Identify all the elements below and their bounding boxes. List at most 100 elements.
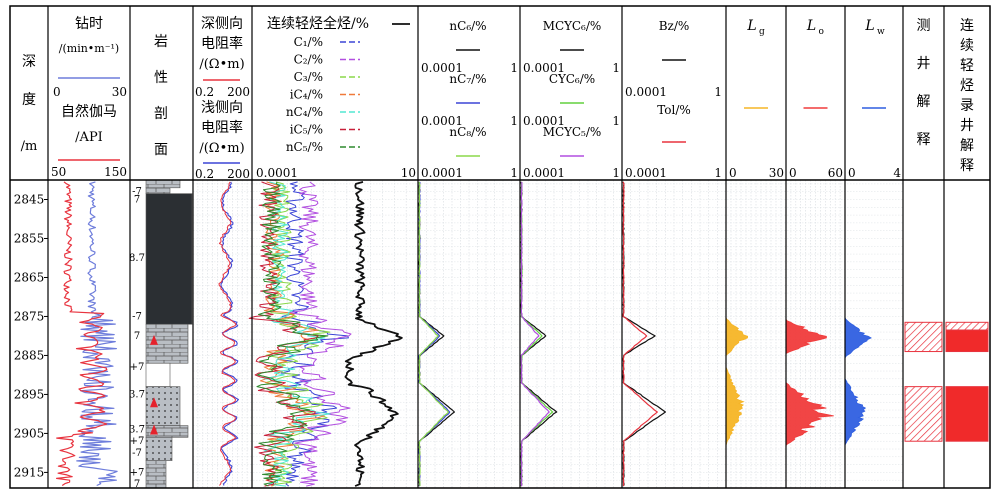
drill-rate-max: 30	[112, 85, 127, 99]
lh-interp-zone	[945, 321, 989, 331]
hc-series-curve	[277, 181, 349, 487]
hc-series-curve	[265, 181, 331, 487]
deep-res-title-2: 电阻率	[201, 35, 243, 52]
hc-min: 0.0001	[256, 166, 298, 180]
hydrocarbon-title: 连续轻烃全烃/%	[267, 15, 369, 32]
deep-res-max: 200	[227, 85, 250, 99]
nc-curve	[418, 181, 455, 487]
chart-frame	[9, 5, 991, 489]
depth-tick-label: 2885	[14, 348, 45, 362]
mcyc-curve	[520, 181, 558, 487]
hc-max: 10	[401, 166, 416, 180]
well-interp-title-char: 井	[917, 56, 931, 72]
gamma-unit: /API	[75, 130, 103, 145]
log-curves	[55, 179, 989, 489]
shallow-res-max: 200	[227, 167, 250, 181]
lith-label: +7	[130, 467, 145, 478]
well-interp-zone	[904, 386, 943, 442]
lh-interp-title-char: 连	[960, 18, 974, 34]
deep-res-min: 0.2	[195, 85, 214, 99]
lith-label: 7	[134, 194, 140, 205]
lithology-bed	[145, 460, 167, 489]
hc-legend-label: nC₅/%	[286, 140, 323, 154]
nc-min-axis: 0.0001	[421, 166, 463, 180]
outer-border	[9, 5, 991, 489]
lh-interp-title-char: 井	[960, 118, 974, 134]
lith-label: -7	[132, 187, 142, 198]
shallow-res-title-1: 浅侧向	[201, 100, 243, 116]
hc-series-curve	[256, 181, 329, 487]
oil-show-marker	[150, 424, 158, 435]
lh-interp-title-char: 轻	[960, 58, 974, 74]
hc-legend-label: C₂/%	[294, 53, 323, 67]
l-lo-title: L	[806, 18, 816, 34]
mcyc-max: 1	[612, 61, 620, 75]
nc-max: 1	[510, 114, 518, 128]
depth-tick-label: 2855	[14, 231, 45, 245]
mcyc-label: MCYC₆/%	[543, 19, 602, 33]
lith-title-3: 剖	[154, 106, 168, 122]
deep-res-title-3: /(Ω•m)	[199, 57, 244, 72]
depth-tick-label: 2875	[14, 309, 45, 323]
bz-curve	[622, 181, 658, 487]
tol-label: Tol/%	[657, 103, 691, 117]
hc-legend-label: iC₅/%	[290, 123, 323, 137]
shallow-res-title-3: /(Ω•m)	[199, 141, 244, 156]
lith-label: 3.7	[129, 425, 145, 436]
bz-min: 0.0001	[625, 85, 667, 99]
depth-tick-label: 2895	[14, 387, 45, 401]
l-lg-fill	[725, 181, 749, 487]
mcyc-min: 0.0001	[523, 61, 565, 75]
hc-legend-label: C₁/%	[294, 35, 323, 49]
l-lw-subscript: w	[877, 27, 885, 37]
nc-label: nC₇/%	[449, 72, 486, 86]
nc-curve	[418, 181, 451, 487]
gamma-min: 50	[51, 165, 66, 179]
lith-title-2: 性	[154, 70, 168, 86]
lithology-bed	[145, 193, 193, 325]
l-lo-max: 60	[828, 166, 843, 180]
lith-label: +7	[130, 362, 145, 373]
deep-res-title-1: 深侧向	[201, 16, 243, 32]
gamma-title: 自然伽马	[61, 103, 117, 120]
mcyc-label: CYC₆/%	[549, 72, 595, 86]
l-lg-min: 0	[729, 166, 737, 180]
l-lw-fill	[844, 181, 872, 487]
nc-label: nC₆/%	[449, 19, 486, 33]
hc-legend-label: iC₄/%	[290, 88, 323, 102]
depth-header-3: /m	[21, 139, 38, 154]
lith-label: 3.7	[129, 389, 145, 400]
total-hc-curve	[344, 181, 403, 487]
lith-label: 8.7	[129, 253, 145, 264]
track-headers: 深度/m 2845 2855 2865 2875 2885 2895 2905 2915 钻时 /(…	[14, 15, 974, 490]
nc-label: nC₈/%	[449, 125, 486, 139]
l-lg-subscript: g	[759, 27, 765, 37]
lithology-bed	[145, 437, 173, 462]
lithology-bed	[145, 362, 171, 387]
shallow-res-min: 0.2	[195, 167, 214, 181]
shallow-resistivity-curve	[220, 181, 239, 486]
l-lg-max: 30	[769, 166, 784, 180]
l-lo-min: 0	[789, 166, 797, 180]
lith-title-1: 岩	[154, 34, 168, 50]
hc-series-curve	[263, 181, 331, 487]
hc-legend-label: nC₄/%	[286, 105, 323, 119]
nc-min: 0.0001	[421, 61, 463, 75]
lh-interp-title-char: 续	[960, 37, 974, 54]
bz-min-axis: 0.0001	[625, 166, 667, 180]
mcyc-min: 0.0001	[523, 114, 565, 128]
mcyc-label: MCYC₅/%	[543, 125, 602, 139]
depth-tick-label: 2845	[14, 192, 45, 206]
oil-show-marker	[150, 334, 158, 345]
l-lo-subscript: o	[819, 27, 824, 37]
l-lw-title: L	[864, 18, 874, 34]
depth-tick-label: 2865	[14, 270, 45, 284]
gamma-curve	[55, 181, 108, 486]
drill-rate-min: 0	[53, 85, 61, 99]
well-interp-title-char: 测	[917, 18, 931, 34]
lith-label: +7	[130, 436, 145, 447]
oil-show-marker	[150, 397, 158, 408]
depth-tick-label: 2915	[14, 465, 45, 479]
nc-max-axis: 1	[510, 166, 518, 180]
